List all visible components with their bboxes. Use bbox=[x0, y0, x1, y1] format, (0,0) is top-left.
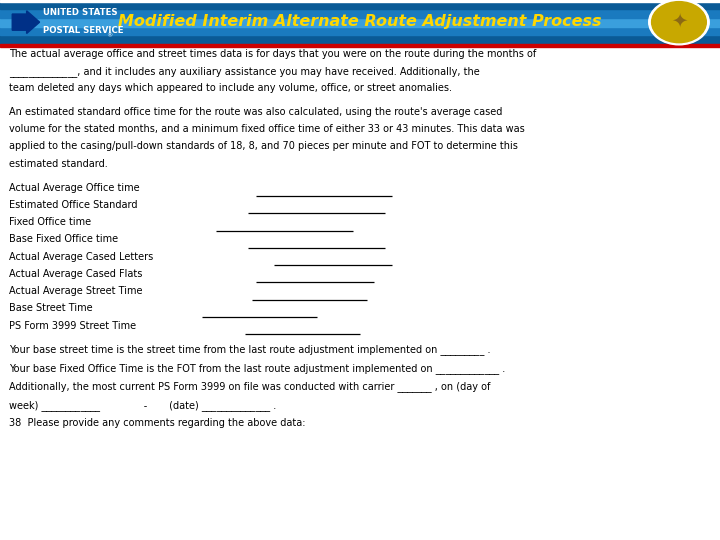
Text: An estimated standard office time for the route was also calculated, using the r: An estimated standard office time for th… bbox=[9, 107, 503, 117]
Text: volume for the stated months, and a minimum fixed office time of either 33 or 43: volume for the stated months, and a mini… bbox=[9, 124, 525, 134]
Text: ______________, and it includes any auxiliary assistance you may have received. : ______________, and it includes any auxi… bbox=[9, 66, 480, 77]
Bar bbox=[0, 44, 720, 47]
Text: Modified Interim Alternate Route Adjustment Process: Modified Interim Alternate Route Adjustm… bbox=[118, 14, 602, 29]
Bar bbox=[0, 0, 720, 2]
Text: week) ____________              -       (date) ______________ .: week) ____________ - (date) ____________… bbox=[9, 400, 276, 410]
Text: The actual average office and street times data is for days that you were on the: The actual average office and street tim… bbox=[9, 49, 536, 59]
Text: PS Form 3999 Street Time: PS Form 3999 Street Time bbox=[9, 321, 137, 331]
Text: Estimated Office Standard: Estimated Office Standard bbox=[9, 200, 138, 210]
Text: UNITED STATES: UNITED STATES bbox=[43, 8, 118, 17]
FancyArrow shape bbox=[12, 11, 40, 33]
Text: Your base street time is the street time from the last route adjustment implemen: Your base street time is the street time… bbox=[9, 345, 491, 355]
Text: ®: ® bbox=[107, 33, 113, 38]
Text: Base Street Time: Base Street Time bbox=[9, 303, 93, 314]
Text: POSTAL SERVICE: POSTAL SERVICE bbox=[43, 25, 124, 35]
Bar bbox=[0, 26, 720, 36]
Text: Actual Average Office time: Actual Average Office time bbox=[9, 183, 140, 193]
Text: Base Fixed Office time: Base Fixed Office time bbox=[9, 234, 119, 245]
Text: estimated standard.: estimated standard. bbox=[9, 159, 108, 169]
Text: Actual Average Cased Letters: Actual Average Cased Letters bbox=[9, 252, 153, 262]
Bar bbox=[0, 0, 720, 9]
Text: Actual Average Cased Flats: Actual Average Cased Flats bbox=[9, 269, 143, 279]
Text: 38  Please provide any comments regarding the above data:: 38 Please provide any comments regarding… bbox=[9, 418, 306, 428]
Text: Actual Average Street Time: Actual Average Street Time bbox=[9, 286, 143, 296]
Bar bbox=[0, 18, 720, 26]
Text: Fixed Office time: Fixed Office time bbox=[9, 217, 91, 227]
Text: Your base Fixed Office Time is the FOT from the last route adjustment implemente: Your base Fixed Office Time is the FOT f… bbox=[9, 363, 505, 374]
Text: team deleted any days which appeared to include any volume, office, or street an: team deleted any days which appeared to … bbox=[9, 83, 452, 93]
Bar bbox=[0, 9, 720, 18]
Text: ✦: ✦ bbox=[671, 12, 687, 31]
Text: applied to the casing/pull-down standards of 18, 8, and 70 pieces per minute and: applied to the casing/pull-down standard… bbox=[9, 141, 518, 152]
Text: Additionally, the most current PS Form 3999 on file was conducted with carrier _: Additionally, the most current PS Form 3… bbox=[9, 381, 491, 392]
Circle shape bbox=[652, 2, 706, 43]
Bar bbox=[0, 36, 720, 44]
Circle shape bbox=[649, 0, 709, 45]
